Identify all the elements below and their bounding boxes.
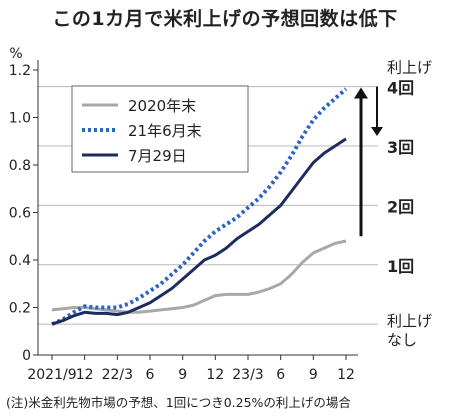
x-tick-label: 12: [76, 367, 94, 383]
legend-label: 21年6月末: [128, 122, 202, 140]
hike-label: 1回: [387, 257, 414, 276]
x-tick-label: 2021/9: [27, 367, 76, 383]
legend-label: 2020年末: [128, 97, 196, 115]
y-tick-label: 0: [22, 348, 31, 364]
x-tick-label: 12: [337, 367, 355, 383]
y-unit-label: %: [9, 46, 22, 62]
x-tick-label: 9: [309, 367, 318, 383]
y-tick-label: 0.4: [9, 253, 31, 269]
hike-label: 3回: [387, 138, 414, 157]
x-tick-label: 6: [146, 367, 155, 383]
x-tick-label: 22/3: [102, 367, 133, 383]
y-tick-label: 1.2: [9, 63, 31, 79]
chart-title: この1カ月で米利上げの予想回数は低下: [52, 8, 398, 30]
x-tick-label: 12: [206, 367, 224, 383]
rate-hike-chart: 利上げなし1回2回3回4回利上げ00.20.40.60.81.01.2%2021…: [9, 46, 432, 383]
y-tick-label: 1.0: [9, 111, 31, 127]
hike-sublabel: なし: [387, 331, 417, 349]
hike-label: 利上げ: [387, 312, 432, 330]
hike-toplabel: 利上げ: [387, 59, 432, 77]
legend-label: 7月29日: [128, 147, 187, 165]
chart-note: (注)米金利先物市場の予想、1回につき0.25%の利上げの場合: [6, 395, 351, 410]
y-tick-label: 0.6: [9, 206, 31, 222]
hike-label: 4回: [387, 79, 414, 98]
x-tick-label: 23/3: [232, 367, 263, 383]
up-arrow-head: [354, 87, 368, 99]
down-arrow-head: [371, 127, 383, 136]
hike-label: 2回: [387, 197, 414, 216]
x-tick-label: 9: [178, 367, 187, 383]
y-tick-label: 0.8: [9, 158, 31, 174]
y-tick-label: 0.2: [9, 301, 31, 317]
x-tick-label: 6: [276, 367, 285, 383]
series-line-0: [51, 239, 347, 314]
series-line-2: [51, 137, 347, 326]
